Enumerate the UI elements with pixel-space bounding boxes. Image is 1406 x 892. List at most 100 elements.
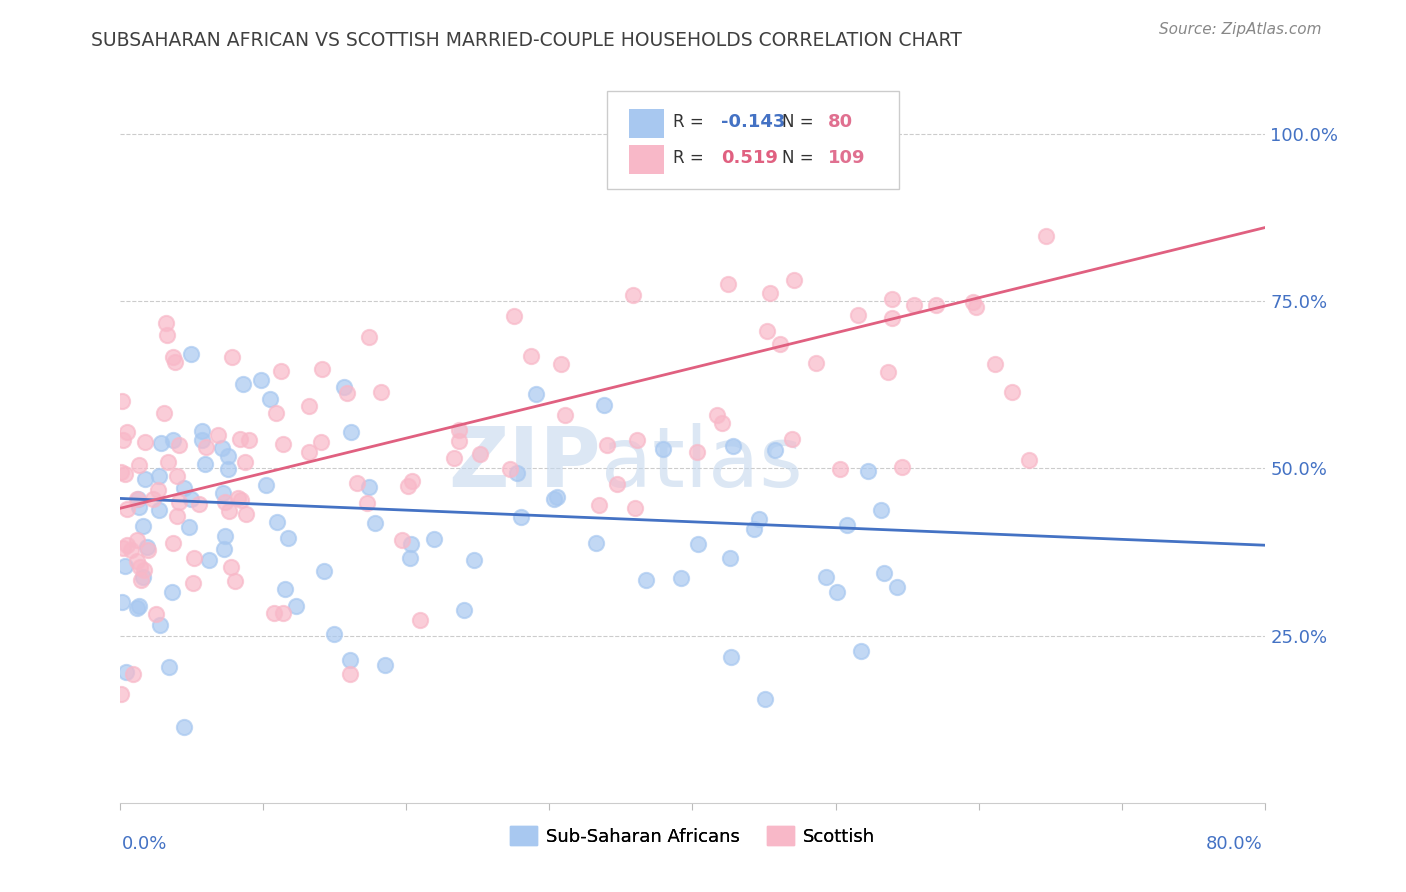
Point	[1018, 453, 1040, 467]
Text: R =: R =	[673, 113, 709, 131]
Point	[621, 288, 644, 302]
Point	[226, 491, 249, 506]
Point	[148, 503, 170, 517]
Point	[207, 428, 229, 442]
Point	[155, 317, 177, 331]
Text: 80: 80	[828, 113, 853, 131]
Point	[763, 442, 786, 457]
Text: 109: 109	[828, 149, 865, 168]
Point	[779, 156, 801, 170]
Point	[423, 533, 446, 547]
Point	[132, 519, 155, 533]
Point	[136, 542, 159, 557]
Point	[134, 472, 156, 486]
Point	[686, 536, 709, 550]
Point	[142, 491, 165, 506]
Point	[554, 409, 576, 423]
Point	[925, 298, 948, 312]
Point	[214, 494, 236, 508]
Point	[759, 286, 782, 301]
Point	[398, 550, 420, 565]
Point	[235, 508, 257, 522]
Point	[157, 660, 180, 674]
Point	[876, 365, 898, 379]
Point	[399, 537, 422, 551]
Point	[814, 570, 837, 584]
Text: 0.519: 0.519	[721, 149, 778, 168]
Point	[128, 458, 150, 472]
Point	[115, 665, 138, 679]
Point	[298, 399, 321, 413]
Point	[217, 450, 239, 464]
Point	[284, 599, 307, 613]
Point	[849, 643, 872, 657]
Point	[543, 492, 565, 507]
Point	[191, 425, 214, 439]
Point	[179, 520, 201, 534]
Point	[180, 347, 202, 361]
FancyBboxPatch shape	[606, 91, 898, 189]
Point	[449, 434, 471, 448]
Point	[356, 496, 378, 510]
Point	[626, 433, 648, 447]
Point	[754, 691, 776, 706]
Point	[233, 455, 256, 469]
Point	[263, 606, 285, 620]
Point	[198, 553, 221, 567]
Point	[195, 440, 218, 454]
Point	[111, 393, 134, 408]
Point	[214, 529, 236, 543]
Point	[453, 602, 475, 616]
Text: 0.0%: 0.0%	[122, 835, 167, 853]
Point	[856, 464, 879, 478]
Point	[825, 585, 848, 599]
Point	[880, 293, 903, 307]
Point	[962, 294, 984, 309]
Text: 80.0%: 80.0%	[1206, 835, 1263, 853]
Point	[135, 540, 157, 554]
Point	[498, 462, 520, 476]
Point	[890, 460, 912, 475]
Point	[212, 485, 235, 500]
Point	[468, 447, 491, 461]
Point	[311, 362, 333, 376]
Point	[232, 376, 254, 391]
Point	[519, 349, 541, 363]
Point	[114, 558, 136, 573]
Point	[219, 559, 242, 574]
Text: SUBSAHARAN AFRICAN VS SCOTTISH MARRIED-COUPLE HOUSEHOLDS CORRELATION CHART: SUBSAHARAN AFRICAN VS SCOTTISH MARRIED-C…	[91, 31, 962, 50]
Point	[150, 436, 173, 450]
Point	[180, 492, 202, 507]
Point	[149, 618, 172, 632]
Point	[134, 563, 156, 577]
Point	[623, 500, 645, 515]
Point	[585, 536, 607, 550]
Point	[596, 438, 619, 452]
Point	[191, 434, 214, 448]
Point	[503, 310, 526, 324]
Point	[401, 474, 423, 488]
Point	[162, 351, 184, 365]
FancyBboxPatch shape	[630, 109, 664, 138]
Point	[873, 566, 896, 580]
Point	[110, 687, 132, 701]
Point	[218, 504, 240, 518]
Point	[111, 594, 134, 608]
Point	[273, 437, 295, 451]
Point	[115, 425, 138, 439]
Point	[173, 720, 195, 734]
Point	[217, 462, 239, 476]
Point	[273, 607, 295, 621]
Point	[173, 481, 195, 495]
Point	[723, 438, 745, 452]
Text: Source: ZipAtlas.com: Source: ZipAtlas.com	[1159, 22, 1322, 37]
Point	[145, 607, 167, 621]
Point	[181, 575, 204, 590]
Point	[903, 298, 925, 312]
Point	[550, 357, 572, 371]
Point	[211, 442, 233, 456]
Point	[238, 434, 260, 448]
Point	[984, 358, 1007, 372]
Point	[162, 536, 184, 550]
Point	[364, 516, 387, 531]
